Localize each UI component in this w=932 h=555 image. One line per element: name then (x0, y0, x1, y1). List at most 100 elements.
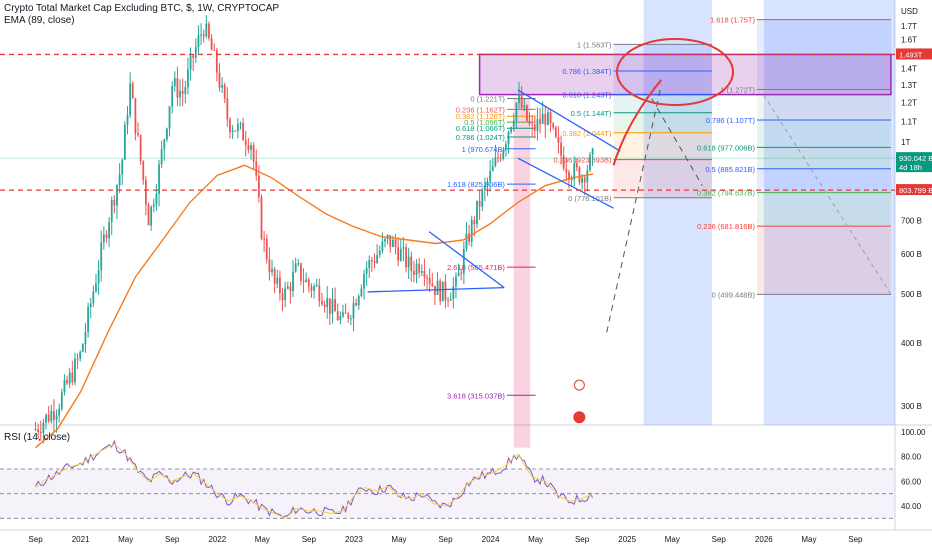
candle-body (139, 135, 142, 162)
candle-body (447, 300, 449, 302)
candle-body (397, 247, 400, 261)
fib-mid-label: 0.236 (923.593B) (554, 156, 612, 165)
candle-body (410, 256, 413, 272)
x-tick-label: May (801, 535, 816, 544)
candle-body (528, 120, 531, 124)
candle-body (449, 299, 452, 301)
candle-body (457, 272, 460, 277)
x-tick-label: May (528, 535, 543, 544)
fib-mid-label: 0.618 (1.243T) (562, 91, 612, 100)
candle-body (349, 318, 352, 320)
candle-body (218, 72, 221, 88)
candle-body (53, 411, 55, 420)
ema-line (35, 164, 594, 449)
candle-body (589, 154, 591, 171)
candle-body (439, 280, 442, 302)
x-tick-label: 2022 (208, 535, 226, 544)
candle-body (504, 144, 507, 151)
fib-mid-zone (613, 44, 712, 72)
x-tick-label: 2026 (755, 535, 773, 544)
candle-body (87, 306, 89, 332)
candle-body (305, 279, 308, 282)
fib-right-zone (756, 192, 891, 227)
fib-right-label: 0 (499.448B) (712, 290, 756, 299)
candle-body (483, 184, 486, 191)
candle-body (539, 119, 541, 124)
candle-body (273, 268, 276, 284)
currency-label: USD (901, 7, 918, 16)
ema-legend: EMA (89, close) (4, 15, 75, 26)
candle-body (391, 239, 394, 247)
price-tag-label: 803.799 B (899, 186, 932, 195)
candle-body (131, 83, 134, 99)
candle-body (181, 90, 184, 94)
candle-body (573, 163, 576, 180)
target-zone-box (478, 53, 892, 96)
candle-body (194, 47, 197, 58)
candle-body (126, 115, 129, 125)
candle-body (436, 280, 439, 295)
candle-body (281, 293, 284, 301)
fib-mid-label: 0.786 (1.384T) (562, 67, 612, 76)
candle-body (418, 263, 421, 273)
candle-body (547, 112, 549, 125)
candle-body (355, 303, 358, 306)
candle-body (137, 133, 139, 136)
candle-body (252, 145, 255, 162)
candle-body (173, 78, 176, 87)
candle-body (121, 159, 124, 175)
y-tick-label: 1.4T (901, 65, 917, 74)
fib-mid-zone (613, 159, 712, 198)
candle-body (478, 200, 481, 207)
candle-body (415, 263, 418, 275)
candle-body (352, 303, 355, 319)
candle-body (84, 331, 87, 345)
candle-body (331, 299, 334, 314)
rsi-y-tick-label: 40.00 (901, 502, 922, 511)
candle-body (557, 136, 560, 143)
candle-body (89, 303, 92, 307)
candle-body (357, 296, 360, 306)
candle-body (95, 283, 97, 292)
candle-body (486, 181, 489, 185)
fib-right-label: 1.618 (1.75T) (710, 16, 756, 25)
candle-body (63, 379, 66, 393)
candle-body (581, 177, 583, 183)
candle-body (202, 34, 205, 37)
price-tag (896, 152, 932, 173)
candle-body (289, 286, 292, 292)
candle-body (166, 128, 168, 140)
candle-body (313, 286, 315, 291)
candle-body (113, 199, 116, 206)
candle-body (123, 124, 126, 160)
candle-body (554, 127, 557, 137)
candle-body (263, 238, 266, 240)
candle-body (42, 422, 45, 433)
fib-left-label: 0.618 (1.066T) (456, 124, 506, 133)
candle-body (179, 90, 181, 98)
candle-body (265, 238, 268, 260)
candle-body (413, 271, 415, 275)
candle-body (223, 84, 226, 99)
candle-body (155, 193, 158, 205)
fib-right-label: 0.382 (794.637B) (697, 189, 755, 198)
candle-body (344, 312, 347, 314)
candle-body (307, 279, 310, 287)
candle-body (244, 140, 247, 146)
y-tick-label: 300 B (901, 402, 922, 411)
candle-body (129, 83, 132, 116)
candle-body (568, 172, 570, 180)
candle-body (215, 50, 218, 73)
candle-body (110, 199, 113, 223)
candle-body (58, 408, 61, 416)
candle-body (250, 145, 252, 150)
candle-body (45, 414, 47, 423)
fib-left-label: 0 (1.221T) (470, 95, 505, 104)
fib-mid-zone (613, 112, 712, 133)
candle-body (239, 122, 242, 125)
price-tag (896, 184, 932, 196)
candle-body (473, 220, 476, 225)
candle-body (544, 113, 547, 125)
price-tag-countdown: 4d 18h (899, 163, 922, 172)
